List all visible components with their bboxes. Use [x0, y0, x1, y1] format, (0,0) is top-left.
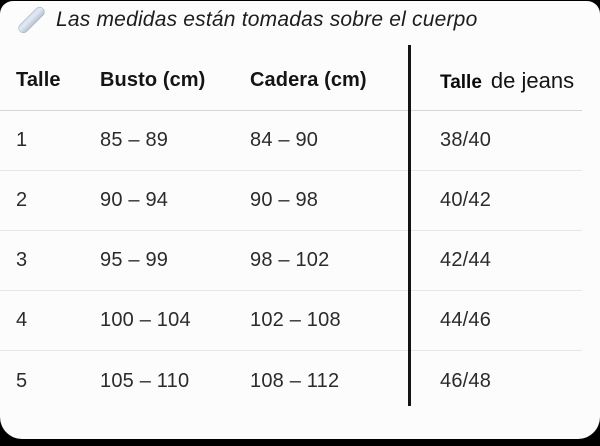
- cell-jeans: 46/48: [440, 369, 492, 392]
- table-row: 3 95 – 99 98 – 102 42/44: [0, 231, 582, 291]
- measurement-note: Las medidas están tomadas sobre el cuerp…: [16, 4, 478, 36]
- ruler-icon: [16, 4, 47, 36]
- cell-busto: 85 – 89: [100, 129, 169, 151]
- cell-busto: 105 – 110: [100, 369, 190, 392]
- cell-talle: 2: [16, 189, 28, 211]
- cell-cadera: 98 – 102: [250, 249, 330, 271]
- header-talle: Talle: [16, 69, 61, 91]
- cell-busto: 100 – 104: [100, 309, 191, 331]
- cell-talle: 4: [16, 309, 28, 331]
- table-header-row: Talle Busto (cm) Cadera (cm) Talle de je…: [0, 51, 582, 111]
- header-talle-de-jeans: Talle de jeans: [424, 68, 582, 94]
- size-table: Talle Busto (cm) Cadera (cm) Talle de je…: [0, 51, 600, 411]
- cell-cadera: 102 – 108: [250, 309, 341, 331]
- table-row: 4 100 – 104 102 – 108 44/46: [0, 291, 582, 351]
- cell-cadera: 90 – 98: [250, 189, 319, 211]
- cell-jeans: 42/44: [440, 249, 492, 271]
- header-cadera: Cadera (cm): [250, 69, 367, 91]
- cell-talle: 3: [16, 249, 28, 271]
- cell-cadera: 84 – 90: [250, 129, 319, 151]
- jeans-header-bold: Talle: [440, 71, 482, 93]
- cell-cadera: 108 – 112: [250, 369, 340, 392]
- header-busto: Busto (cm): [100, 69, 206, 91]
- table-row: 2 90 – 94 90 – 98 40/42: [0, 171, 582, 231]
- cell-busto: 90 – 94: [100, 189, 169, 211]
- cell-busto: 95 – 99: [100, 249, 169, 271]
- jeans-column-divider: [408, 45, 411, 406]
- cell-jeans: 40/42: [440, 189, 492, 211]
- table-row: 1 85 – 89 84 – 90 38/40: [0, 111, 582, 171]
- cell-talle: 5: [16, 369, 28, 392]
- jeans-header-rest: de jeans: [490, 67, 575, 93]
- cell-talle: 1: [16, 129, 28, 151]
- note-text: Las medidas están tomadas sobre el cuerp…: [56, 8, 478, 31]
- cell-jeans: 44/46: [440, 309, 492, 331]
- table-row: 5 105 – 110 108 – 112 46/48: [0, 351, 582, 411]
- cell-jeans: 38/40: [440, 129, 492, 151]
